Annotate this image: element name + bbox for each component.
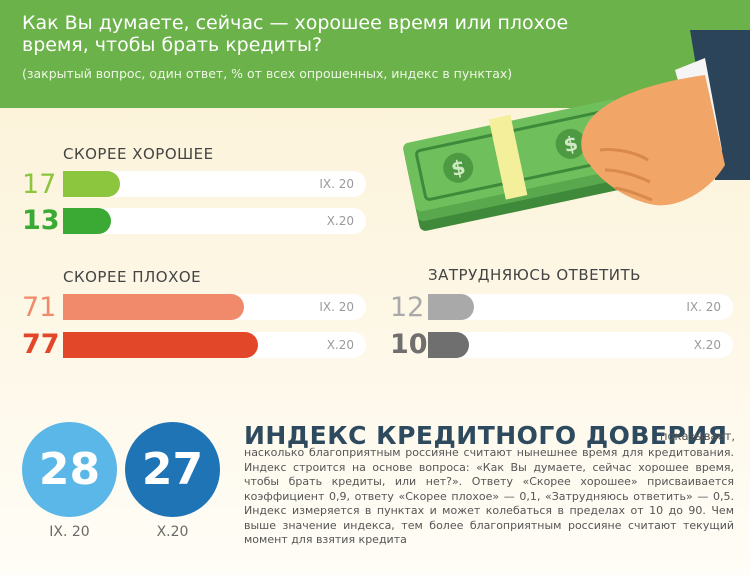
hard-bar-track-oct: X.20 [428,332,733,358]
good-section-label: СКОРЕЕ ХОРОШЕЕ [63,145,214,163]
bad-bar-fill-sep [63,294,245,320]
index-circle-sep: 28 [22,422,117,517]
index-period-sep: IX. 20 [49,524,90,540]
hard-bar-fill-oct [428,332,470,358]
hard-bar-fill-sep [428,294,474,320]
bad-section-label: СКОРЕЕ ПЛОХОЕ [63,268,202,286]
hard-value-sep: 12 [390,292,425,323]
bad-value-oct: 77 [22,329,60,360]
good-bar-fill-sep [63,171,121,197]
index-lead-text: показывает, [660,429,735,443]
good-period-sep: IX. 20 [319,177,354,191]
index-period-oct: X.20 [156,524,189,540]
hand-shape [581,75,725,206]
header-banner: Как Вы думаете, сейчас — хорошее время и… [0,0,750,108]
hard-section-label: ЗАТРУДНЯЮСЬ ОТВЕТИТЬ [428,266,641,284]
hand-money-illustration: $ $ [403,30,750,231]
good-bar-fill-oct [63,208,111,234]
index-circle-oct: 27 [125,422,220,517]
hard-period-sep: IX. 20 [686,300,721,314]
hard-period-oct: X.20 [693,338,721,352]
question-subtitle: (закрытый вопрос, один ответ, % от всех … [22,66,513,81]
bad-period-sep: IX. 20 [319,300,354,314]
hard-value-oct: 10 [390,329,428,360]
bad-bar-track-sep: IX. 20 [63,294,366,320]
bad-bar-track-oct: X.20 [63,332,366,358]
bad-bar-fill-oct [63,332,259,358]
good-value-oct: 13 [22,205,60,236]
bad-period-oct: X.20 [326,338,354,352]
question-title: Как Вы думаете, сейчас — хорошее время и… [22,12,569,56]
index-description: насколько благоприятным россияне считают… [244,446,734,546]
svg-text:$: $ [561,131,580,157]
good-bar-track-oct: X.20 [63,208,366,234]
good-bar-track-sep: IX. 20 [63,171,366,197]
good-value-sep: 17 [22,169,57,200]
bad-value-sep: 71 [22,292,57,323]
good-period-oct: X.20 [326,214,354,228]
svg-text:$: $ [449,155,468,181]
hard-bar-track-sep: IX. 20 [428,294,733,320]
index-title: ИНДЕКС КРЕДИТНОГО ДОВЕРИЯ [244,421,728,450]
